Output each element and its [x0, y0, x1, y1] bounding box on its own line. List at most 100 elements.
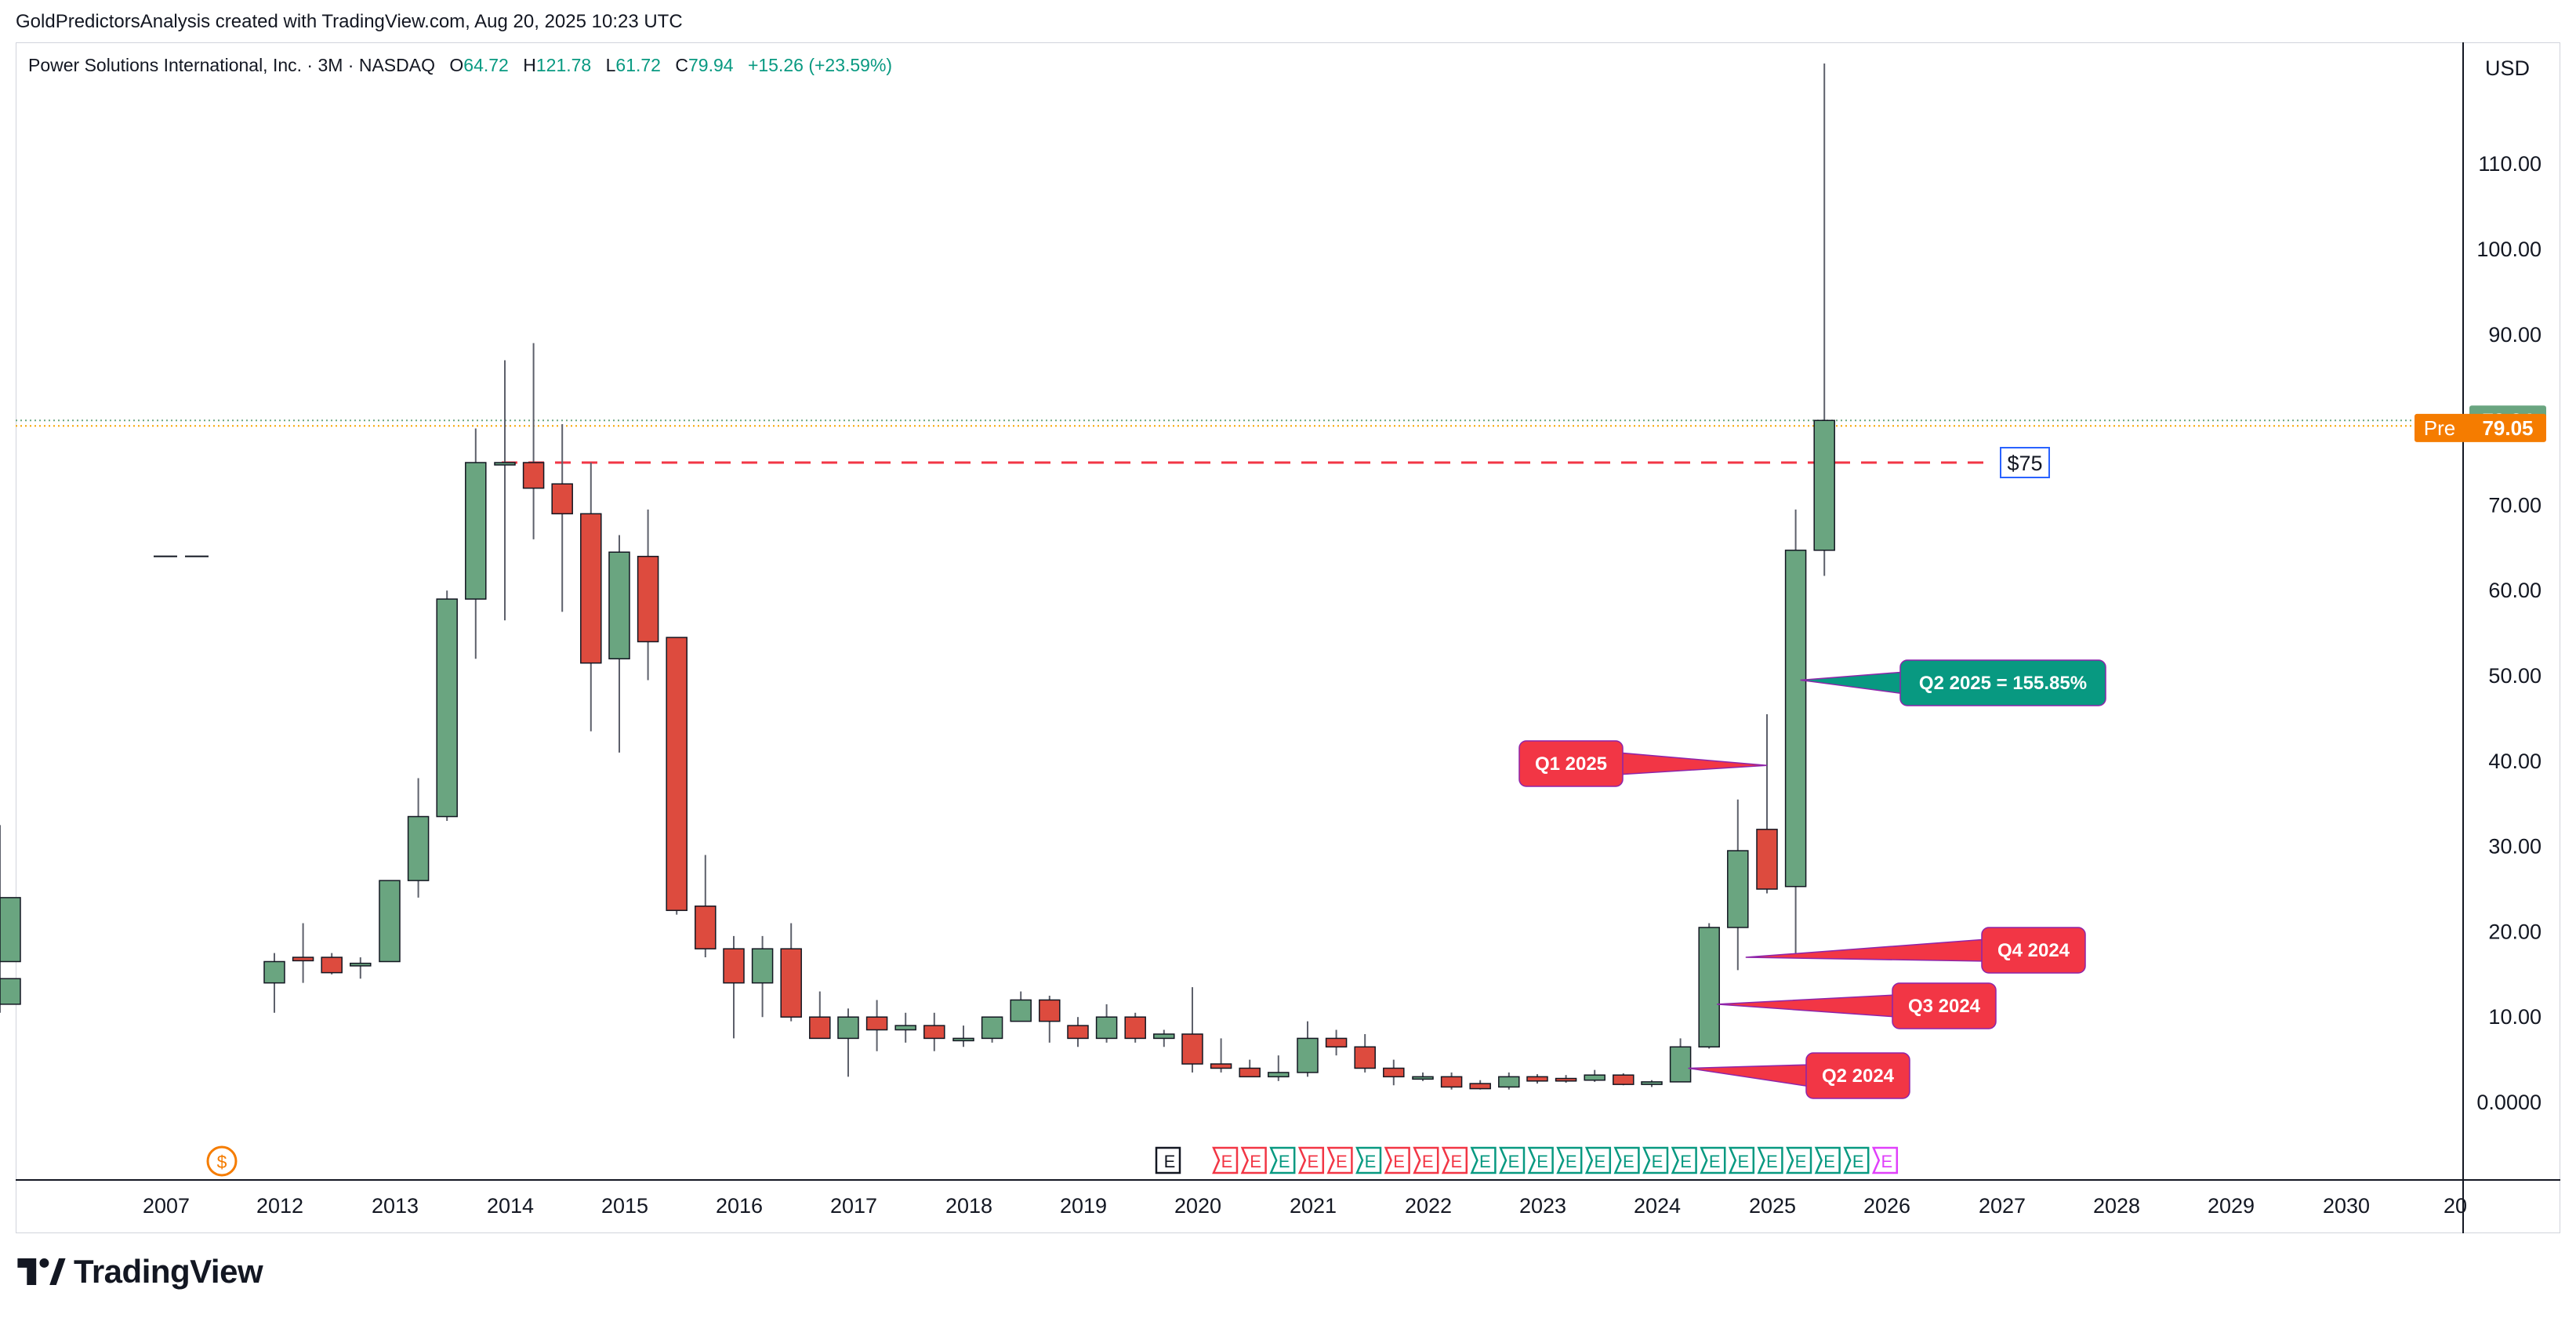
- candle[interactable]: [551, 424, 573, 612]
- candle[interactable]: [1239, 1059, 1261, 1078]
- earnings-marker[interactable]: E: [1441, 1146, 1468, 1174]
- candle[interactable]: [809, 991, 831, 1040]
- candle[interactable]: [1526, 1074, 1548, 1084]
- earnings-marker[interactable]: E: [1671, 1146, 1697, 1174]
- earnings-marker[interactable]: E: [1470, 1146, 1497, 1174]
- candle[interactable]: [1010, 991, 1032, 1022]
- candle[interactable]: [751, 935, 774, 1018]
- candle[interactable]: [695, 855, 717, 958]
- earnings-marker[interactable]: E: [1527, 1146, 1554, 1174]
- candle[interactable]: [321, 953, 343, 975]
- candle[interactable]: [865, 1000, 888, 1051]
- candle[interactable]: [263, 953, 285, 1013]
- candle[interactable]: [1124, 1012, 1146, 1043]
- candle[interactable]: [1412, 1072, 1434, 1081]
- earnings-marker[interactable]: E: [1814, 1146, 1841, 1174]
- earnings-icon: [1240, 1146, 1267, 1174]
- candle[interactable]: [1641, 1080, 1663, 1087]
- callouts-layer: Q2 2025 = 155.85% Q1 2025 Q4 2024 Q3 2024 Q2…: [1518, 659, 2106, 1099]
- earnings-marker[interactable]: E: [1326, 1146, 1353, 1174]
- earnings-marker[interactable]: E: [1355, 1146, 1382, 1174]
- earnings-marker[interactable]: E: [1499, 1146, 1526, 1174]
- candle[interactable]: [1153, 1029, 1175, 1047]
- candle[interactable]: [1297, 1021, 1319, 1077]
- earnings-marker[interactable]: E: [1843, 1146, 1870, 1174]
- y-tick-label: 50.00: [2488, 664, 2542, 688]
- candle[interactable]: [522, 343, 545, 539]
- candle[interactable]: [436, 590, 458, 821]
- candle[interactable]: [407, 778, 430, 898]
- candle[interactable]: [666, 637, 688, 915]
- earnings-label: E: [1594, 1152, 1605, 1171]
- candle[interactable]: [1784, 509, 1807, 953]
- candle[interactable]: [780, 923, 802, 1022]
- earnings-marker[interactable]: E: [1384, 1146, 1410, 1174]
- candle[interactable]: [1727, 799, 1749, 971]
- candle[interactable]: [1555, 1075, 1577, 1083]
- earnings-marker[interactable]: E: [1155, 1146, 1181, 1174]
- earnings-marker[interactable]: E: [1269, 1146, 1296, 1174]
- candle[interactable]: [580, 463, 602, 731]
- candle[interactable]: [350, 957, 372, 979]
- candle[interactable]: [0, 974, 21, 1009]
- candle[interactable]: [637, 509, 659, 681]
- resistance-label: $75: [2007, 452, 2042, 475]
- candle-body: [780, 948, 802, 1018]
- candle[interactable]: [1354, 1033, 1376, 1073]
- earnings-marker[interactable]: E: [1786, 1146, 1812, 1174]
- earnings-marker[interactable]: E: [1642, 1146, 1669, 1174]
- tradingview-logo[interactable]: TradingView: [17, 1253, 263, 1291]
- earnings-marker[interactable]: E: [1757, 1146, 1783, 1174]
- candle[interactable]: [1181, 987, 1203, 1073]
- candle[interactable]: [952, 1026, 974, 1047]
- candle[interactable]: [292, 923, 314, 983]
- earnings-marker[interactable]: E: [1413, 1146, 1439, 1174]
- candle[interactable]: [1268, 1055, 1290, 1081]
- candle[interactable]: [608, 535, 630, 753]
- candle[interactable]: [1039, 996, 1061, 1043]
- dividend-marker[interactable]: $: [206, 1145, 238, 1177]
- candle-body: [1383, 1067, 1405, 1078]
- candle[interactable]: [1698, 923, 1720, 1049]
- earnings-label: E: [1709, 1152, 1721, 1171]
- candle[interactable]: [1440, 1072, 1463, 1090]
- candle[interactable]: [1756, 713, 1778, 894]
- earnings-marker[interactable]: E: [1871, 1146, 1899, 1174]
- candle[interactable]: [1469, 1080, 1491, 1090]
- candle[interactable]: [1584, 1069, 1605, 1082]
- candle[interactable]: [981, 1016, 1003, 1043]
- candle[interactable]: [1613, 1073, 1634, 1086]
- candle[interactable]: [379, 880, 401, 963]
- earnings-label: E: [1623, 1152, 1634, 1171]
- candle[interactable]: [894, 1012, 916, 1043]
- candle-body: [1613, 1074, 1634, 1085]
- earnings-marker[interactable]: E: [1700, 1146, 1726, 1174]
- close-value: 79.94: [688, 55, 734, 75]
- earnings-marker[interactable]: E: [1240, 1146, 1267, 1174]
- candle[interactable]: [1498, 1072, 1520, 1090]
- candle[interactable]: [1210, 1038, 1232, 1073]
- earnings-marker[interactable]: E: [1613, 1146, 1640, 1174]
- candle[interactable]: [0, 825, 21, 1013]
- candle[interactable]: [923, 1012, 945, 1051]
- earnings-label: E: [1365, 1152, 1377, 1171]
- candle[interactable]: [723, 935, 745, 1039]
- earnings-icon: [1384, 1146, 1410, 1174]
- candle[interactable]: [494, 360, 516, 621]
- earnings-marker[interactable]: E: [1212, 1146, 1239, 1174]
- candle[interactable]: [1067, 1017, 1089, 1047]
- earnings-marker[interactable]: E: [1297, 1146, 1325, 1174]
- resistance-label-box: [2000, 447, 2050, 478]
- earnings-marker[interactable]: E: [1728, 1146, 1755, 1174]
- candle[interactable]: [837, 1008, 859, 1077]
- earnings-marker[interactable]: E: [1584, 1146, 1612, 1174]
- earnings-marker[interactable]: E: [1556, 1146, 1583, 1174]
- candle[interactable]: [1383, 1059, 1405, 1086]
- candle[interactable]: [1669, 1038, 1692, 1083]
- x-tick-label: 2020: [1174, 1194, 1221, 1218]
- candle[interactable]: [1095, 1004, 1118, 1043]
- candle[interactable]: [1325, 1029, 1348, 1056]
- candle[interactable]: [465, 428, 487, 659]
- candle[interactable]: [1813, 64, 1835, 576]
